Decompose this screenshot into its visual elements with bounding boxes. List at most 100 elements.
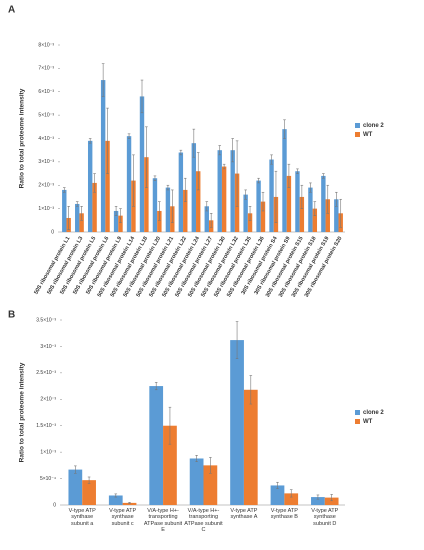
panel-label: B (8, 310, 15, 321)
error-bar (296, 168, 299, 174)
legend-swatch (355, 410, 360, 415)
y-tick-label: 5×10⁻³ (38, 112, 54, 118)
error-bar (231, 138, 234, 163)
bar (92, 182, 97, 232)
bar (247, 213, 253, 232)
bar (191, 143, 197, 232)
bar (312, 208, 318, 232)
bar (299, 196, 305, 232)
error-bar (205, 201, 209, 212)
error-bar (114, 205, 118, 216)
bar (149, 386, 164, 505)
error-bar (158, 201, 161, 221)
bar (325, 199, 330, 232)
bar (334, 199, 339, 232)
bar (324, 497, 339, 505)
error-bar (309, 182, 312, 193)
legend-swatch (355, 123, 360, 128)
bar (282, 129, 287, 232)
y-tick-label: 2.5×10⁻³ (36, 370, 56, 376)
legend-label: clone 2 (363, 123, 384, 129)
error-bar (67, 205, 70, 230)
error-bar (222, 163, 226, 170)
y-tick-label: 3×10⁻³ (40, 344, 56, 350)
error-bar (154, 382, 158, 391)
bar (122, 502, 137, 505)
bar (204, 206, 209, 232)
error-bar (88, 138, 92, 144)
error-bar (171, 189, 174, 223)
bar (284, 493, 299, 505)
error-bar (183, 177, 187, 202)
error-bar (287, 163, 291, 188)
error-bar (132, 154, 135, 207)
bar (118, 215, 123, 232)
error-bar (316, 494, 320, 500)
y-axis-label: Ratio to total proteome intensity (19, 362, 26, 462)
x-tick-label-box: V-type ATP synthase B (271, 508, 298, 520)
error-bar (313, 201, 317, 216)
x-tick-label-box: V/A-type H+-transporting ATPase subunit … (144, 508, 182, 533)
error-bar (128, 502, 131, 504)
error-bar (235, 140, 239, 207)
y-tick-label: 0 (51, 229, 54, 235)
bar (243, 389, 258, 505)
bar (269, 159, 274, 232)
bar (256, 180, 261, 232)
error-bar (153, 175, 157, 181)
bar (79, 213, 84, 232)
error-bar (339, 198, 343, 228)
error-bar (248, 205, 252, 221)
bar (183, 189, 188, 232)
legend-swatch (355, 419, 360, 424)
error-bar (209, 457, 212, 474)
error-bar (270, 154, 273, 165)
bar (230, 340, 244, 505)
error-bar (168, 406, 172, 445)
bar (152, 178, 158, 232)
y-tick-label: 0 (53, 502, 56, 508)
bar (113, 210, 119, 232)
bar (311, 497, 325, 505)
bar (260, 201, 266, 232)
error-bar (283, 119, 286, 139)
bar (217, 150, 222, 232)
error-bar (322, 173, 325, 179)
error-bar (196, 152, 200, 191)
error-bar (330, 494, 333, 502)
x-tick-label-box: V/A-type H+-transporting ATPase subunit … (184, 508, 222, 533)
error-bar (244, 189, 247, 200)
x-tick-label-box: V-type ATP synthase subunit a (69, 508, 96, 527)
x-tick-label-box: V-type ATP synthase A (230, 508, 257, 520)
error-bar (101, 63, 105, 97)
y-tick-label: 7×10⁻³ (38, 66, 54, 72)
error-bar (326, 184, 330, 214)
y-tick-label: 3.5×10⁻³ (36, 317, 56, 323)
x-tick-label: V-type ATP synthase subunit D (311, 508, 339, 527)
error-bar (62, 187, 66, 193)
y-tick-label: 3×10⁻³ (38, 159, 54, 165)
error-bar (179, 149, 183, 156)
error-bar (87, 476, 91, 484)
legend-label: clone 2 (363, 410, 384, 416)
y-tick-label: 1.5×10⁻³ (36, 423, 56, 429)
error-bar (166, 184, 170, 191)
bar (203, 465, 218, 505)
error-bar (195, 455, 198, 462)
bar (243, 194, 248, 232)
error-bar (145, 126, 148, 188)
bar (163, 425, 177, 505)
bar (178, 152, 184, 232)
panel-label: A (8, 5, 15, 16)
bar (196, 171, 201, 232)
bar (230, 150, 235, 232)
error-bar (114, 493, 118, 498)
error-bar (257, 177, 260, 184)
x-tick-label-box: V-type ATP synthase subunit D (311, 508, 339, 527)
error-bar (289, 489, 293, 498)
error-bar (300, 184, 304, 209)
error-bar (276, 481, 279, 489)
y-tick-label: 1×10⁻³ (40, 449, 56, 455)
error-bar (106, 107, 109, 174)
y-tick-label: 4×10⁻³ (38, 136, 54, 142)
